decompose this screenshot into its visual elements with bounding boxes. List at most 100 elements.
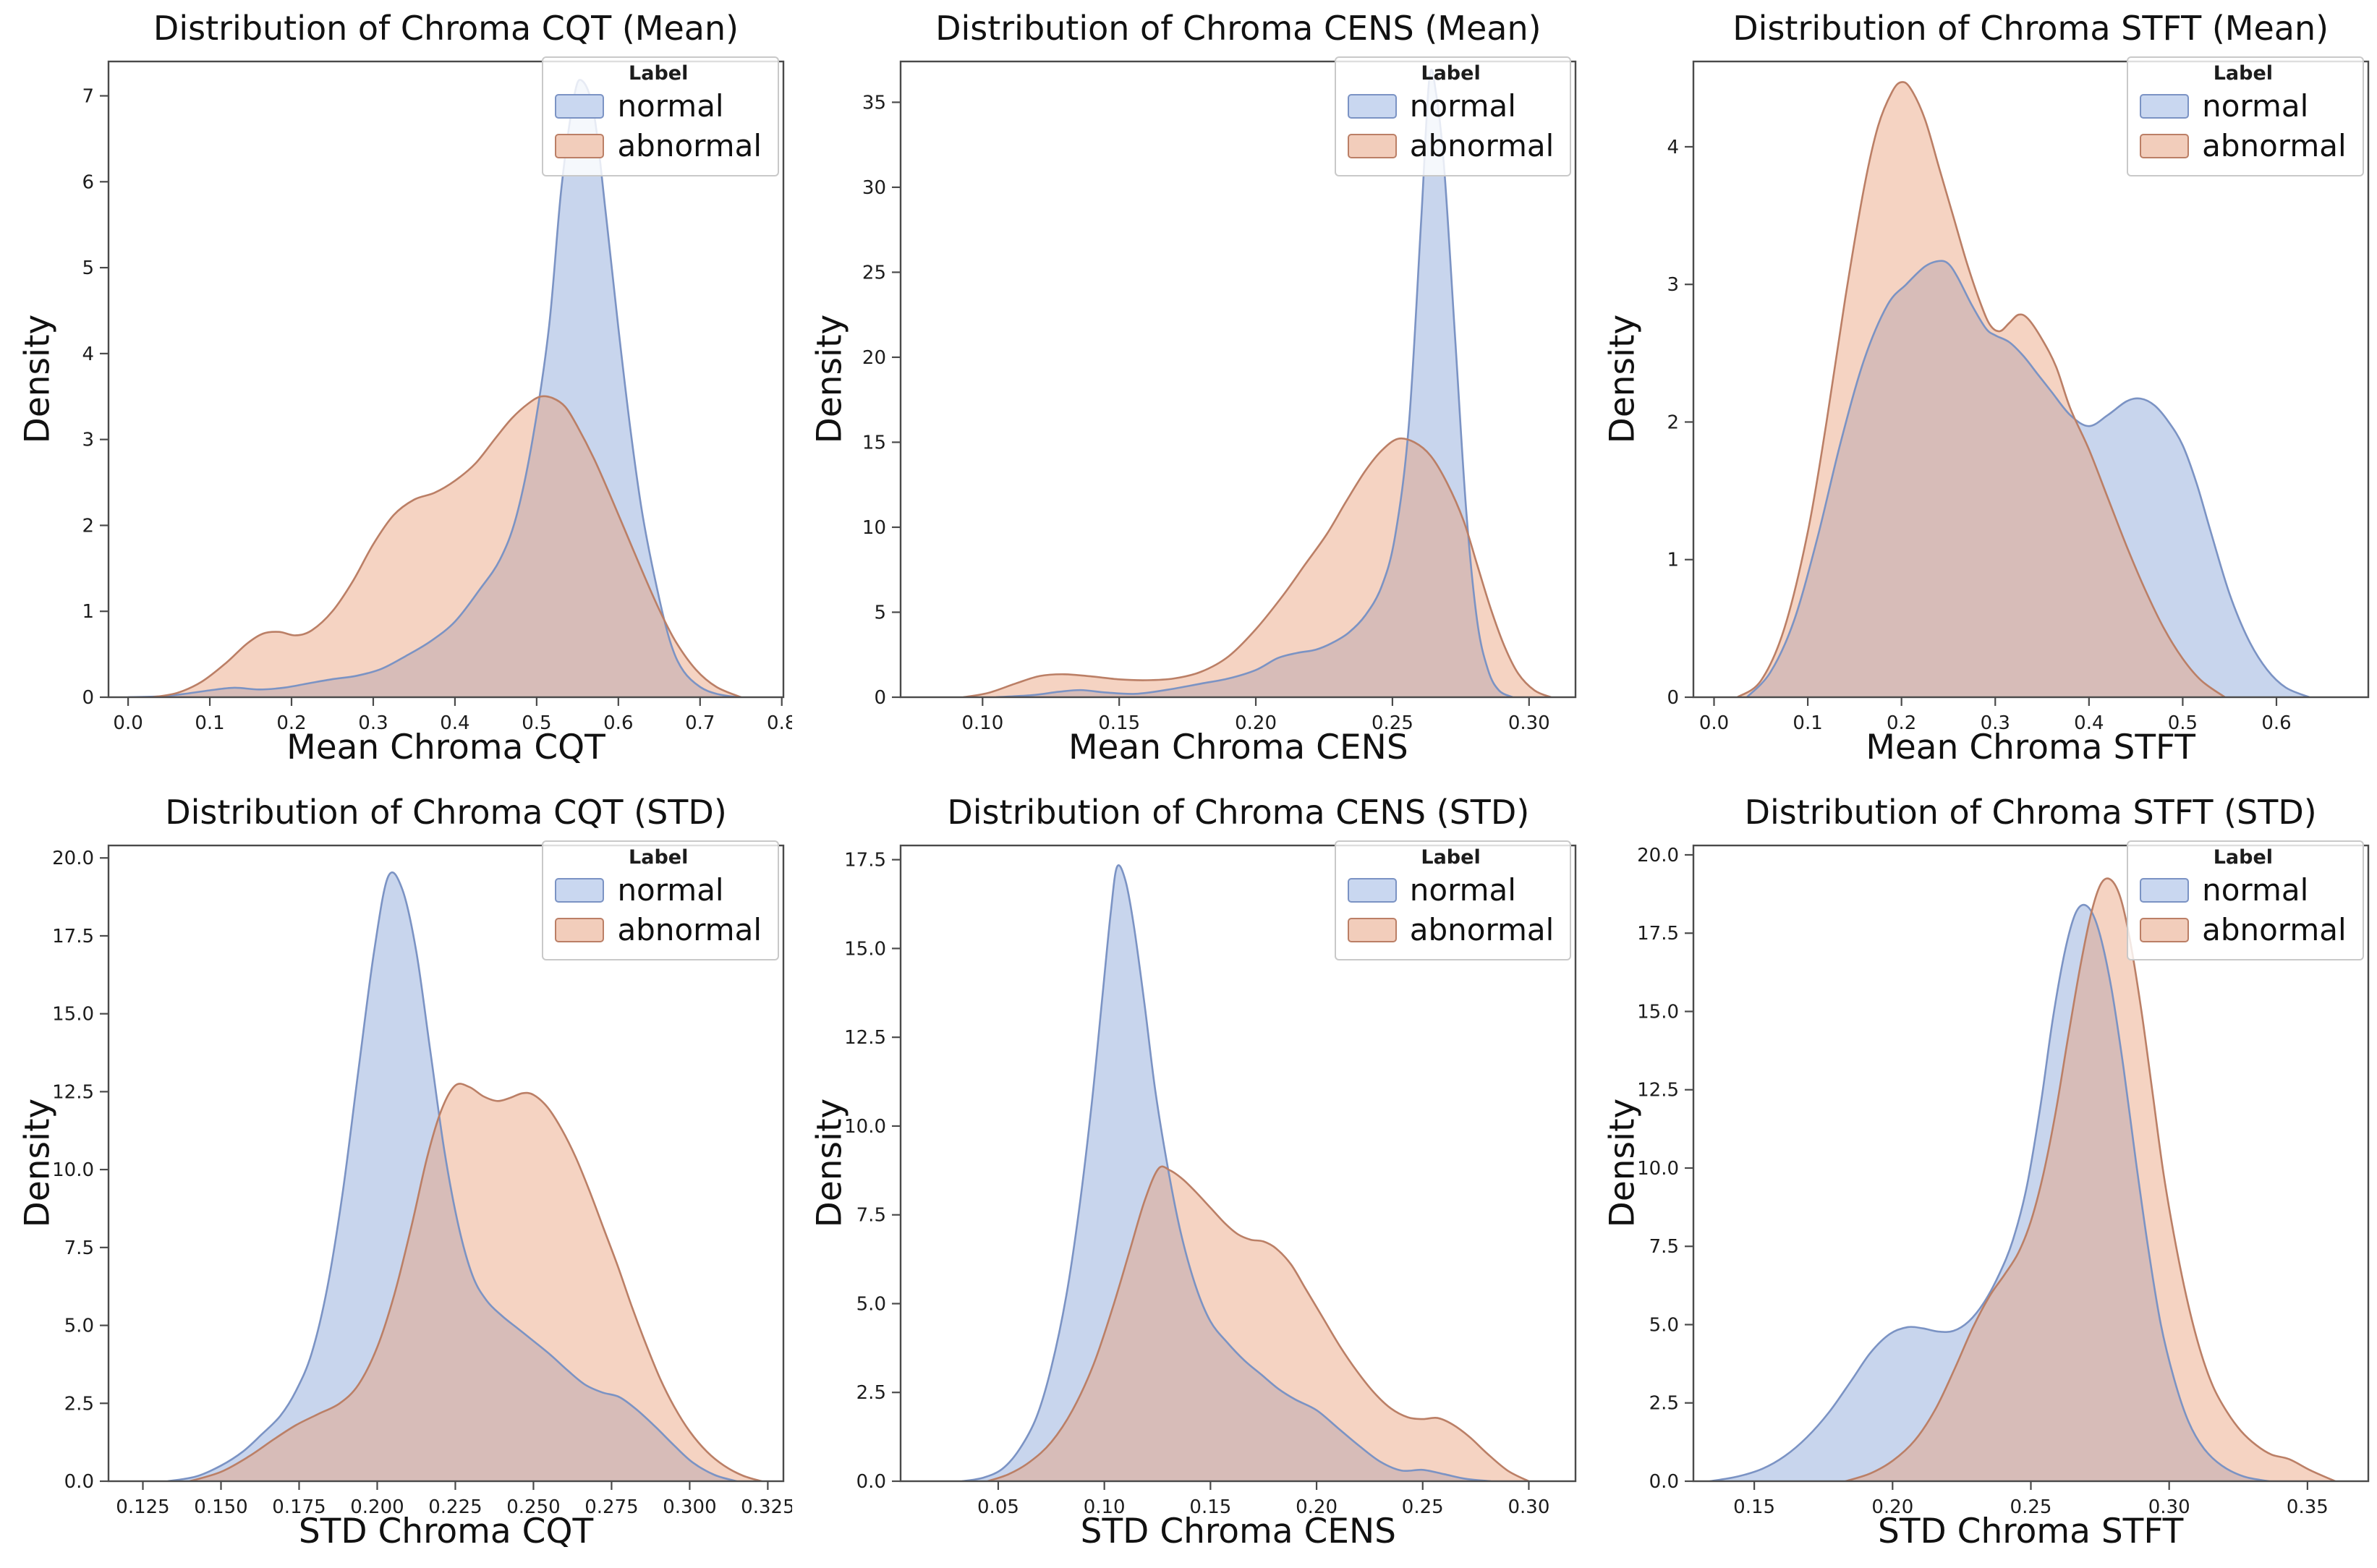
- chart-title: Distribution of Chroma CQT (Mean): [153, 9, 739, 48]
- legend-title: Label: [2213, 846, 2274, 869]
- svg-text:0.2: 0.2: [1887, 712, 1916, 734]
- svg-text:0: 0: [82, 687, 94, 709]
- svg-text:0.150: 0.150: [194, 1496, 247, 1518]
- svg-text:0.25: 0.25: [2010, 1496, 2051, 1518]
- legend-item-label: abnormal: [1409, 127, 1555, 163]
- svg-text:35: 35: [862, 92, 886, 114]
- svg-text:12.5: 12.5: [844, 1027, 886, 1049]
- svg-text:0.4: 0.4: [440, 712, 469, 734]
- x-axis-label: STD Chroma CQT: [298, 1512, 594, 1551]
- legend: Label normal abnormal: [542, 840, 779, 960]
- legend-item-label: abnormal: [1409, 911, 1555, 947]
- legend-title: Label: [1421, 846, 1481, 869]
- legend-swatch-abnormal-icon: [2140, 133, 2190, 158]
- svg-text:0.10: 0.10: [1084, 1496, 1126, 1518]
- legend-swatch-abnormal-icon: [555, 917, 605, 942]
- svg-text:0.15: 0.15: [1099, 712, 1141, 734]
- chart-title: Distribution of Chroma CENS (Mean): [935, 9, 1542, 48]
- legend-item-abnormal: abnormal: [2140, 911, 2347, 950]
- svg-text:10.0: 10.0: [1637, 1158, 1679, 1180]
- svg-text:0.225: 0.225: [428, 1496, 482, 1518]
- legend-item-normal: normal: [2140, 88, 2347, 126]
- svg-text:7: 7: [82, 86, 94, 108]
- legend-item-abnormal: abnormal: [555, 911, 762, 950]
- legend-title: Label: [1421, 62, 1481, 85]
- svg-text:0.20: 0.20: [1871, 1496, 1913, 1518]
- svg-text:0.5: 0.5: [522, 712, 551, 734]
- legend-item-label: normal: [1409, 872, 1516, 908]
- svg-text:0.250: 0.250: [506, 1496, 560, 1518]
- svg-text:0.175: 0.175: [272, 1496, 326, 1518]
- svg-text:17.5: 17.5: [1637, 923, 1679, 945]
- legend-item-abnormal: abnormal: [1347, 911, 1555, 950]
- svg-text:0.10: 0.10: [962, 712, 1004, 734]
- svg-text:0.1: 0.1: [195, 712, 224, 734]
- legend-swatch-normal-icon: [555, 94, 605, 119]
- svg-text:2: 2: [82, 515, 94, 537]
- svg-text:0.7: 0.7: [685, 712, 715, 734]
- legend-swatch-abnormal-icon: [1347, 917, 1397, 942]
- svg-text:6: 6: [82, 171, 94, 193]
- legend-swatch-normal-icon: [555, 878, 605, 903]
- legend: Label normal abnormal: [542, 56, 779, 176]
- legend-title: Label: [629, 62, 689, 85]
- legend-swatch-abnormal-icon: [555, 133, 605, 158]
- svg-text:7.5: 7.5: [1649, 1236, 1678, 1258]
- legend-item-normal: normal: [1347, 872, 1555, 910]
- svg-text:5.0: 5.0: [1649, 1314, 1678, 1336]
- svg-text:0.25: 0.25: [1402, 1496, 1444, 1518]
- svg-text:30: 30: [862, 177, 886, 199]
- svg-text:0.6: 0.6: [603, 712, 633, 734]
- svg-text:0.35: 0.35: [2287, 1496, 2329, 1518]
- legend-item-label: normal: [617, 88, 724, 124]
- svg-text:17.5: 17.5: [52, 926, 94, 947]
- svg-text:3: 3: [82, 430, 94, 451]
- x-axis-label: STD Chroma CENS: [1080, 1512, 1396, 1551]
- svg-text:4: 4: [82, 344, 94, 365]
- svg-text:0.0: 0.0: [1698, 712, 1728, 734]
- svg-text:20: 20: [862, 347, 886, 369]
- y-axis-label: Density: [1602, 314, 1643, 444]
- svg-text:0.15: 0.15: [1190, 1496, 1232, 1518]
- legend-title: Label: [629, 846, 689, 869]
- y-axis-label: Density: [17, 314, 58, 444]
- y-axis-label: Density: [1602, 1098, 1643, 1228]
- svg-text:0.30: 0.30: [1508, 1496, 1550, 1518]
- svg-text:4: 4: [1667, 137, 1679, 158]
- legend-item-abnormal: abnormal: [555, 127, 762, 166]
- y-axis-label: Density: [809, 314, 850, 444]
- x-axis-label: STD Chroma STFT: [1878, 1512, 2184, 1551]
- svg-text:0.05: 0.05: [977, 1496, 1019, 1518]
- svg-text:5: 5: [875, 602, 887, 623]
- svg-text:20.0: 20.0: [52, 848, 94, 869]
- legend: Label normal abnormal: [1334, 56, 1572, 176]
- chart-title: Distribution of Chroma STFT (STD): [1744, 793, 2317, 832]
- svg-text:15.0: 15.0: [844, 938, 886, 960]
- svg-text:2.5: 2.5: [64, 1393, 94, 1415]
- legend-swatch-normal-icon: [2140, 94, 2190, 119]
- kde-plot-cens-std: 0.05 0.10 0.15 0.20 0.25 0.30 0.0 2.5 5.0 7.5 10.0…: [844, 844, 1577, 1518]
- svg-text:2: 2: [1667, 412, 1679, 433]
- kde-plot-cqt-mean: 0.0 0.1 0.2 0.3 0.4 0.5 0.6 0.7 0.8 0 1 2 3 4 5 6 7: [82, 60, 792, 734]
- svg-text:0.30: 0.30: [1508, 712, 1550, 734]
- svg-text:17.5: 17.5: [844, 850, 886, 872]
- legend: Label normal abnormal: [2127, 840, 2364, 960]
- svg-text:15: 15: [862, 432, 886, 453]
- svg-text:0.0: 0.0: [856, 1471, 886, 1493]
- y-axis-label: Density: [809, 1098, 850, 1228]
- legend-item-label: abnormal: [617, 127, 762, 163]
- svg-text:25: 25: [862, 262, 886, 284]
- legend-item-abnormal: abnormal: [2140, 127, 2347, 166]
- svg-text:0.0: 0.0: [113, 712, 143, 734]
- legend-item-label: normal: [617, 872, 724, 908]
- legend-item-normal: normal: [1347, 88, 1555, 126]
- svg-text:0.6: 0.6: [2261, 712, 2291, 734]
- svg-text:0.3: 0.3: [358, 712, 388, 734]
- svg-text:0: 0: [1667, 687, 1679, 709]
- legend-item-label: normal: [2202, 88, 2309, 124]
- svg-text:0.275: 0.275: [584, 1496, 638, 1518]
- svg-text:10.0: 10.0: [844, 1116, 886, 1138]
- chart-title: Distribution of Chroma CQT (STD): [165, 793, 727, 832]
- chart-title: Distribution of Chroma STFT (Mean): [1732, 9, 2329, 48]
- legend-item-label: abnormal: [2202, 127, 2347, 163]
